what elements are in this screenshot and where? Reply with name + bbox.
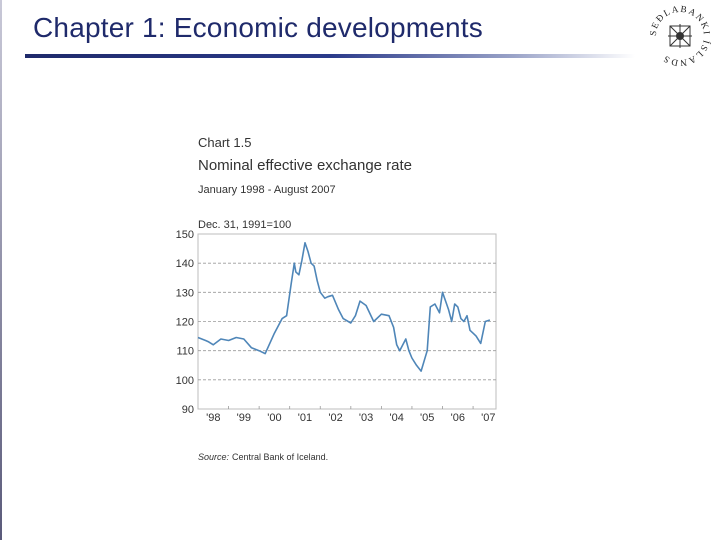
x-tick-03: '03 <box>359 412 373 424</box>
series-line-exchange-rate <box>197 242 491 372</box>
slide-left-edge <box>0 0 2 540</box>
slide-title: Chapter 1: Economic developments <box>33 12 483 43</box>
x-tick-00: '00 <box>267 412 281 424</box>
x-tick-labels: '98 '99 '00 '01 '02 '03 '04 '05 '06 '07 <box>206 406 496 424</box>
x-tick-99: '99 <box>237 412 251 424</box>
x-tick-01: '01 <box>298 412 312 424</box>
y-tick-140: 140 <box>176 258 194 270</box>
source-label: Source: <box>198 452 230 462</box>
title-underline <box>25 54 635 58</box>
y-tick-130: 130 <box>176 287 194 299</box>
x-tick-02: '02 <box>328 412 342 424</box>
chart-subtitle: January 1998 - August 2007 <box>198 184 336 196</box>
y-tick-120: 120 <box>176 317 194 329</box>
y-tick-150: 150 <box>176 229 194 241</box>
y-tick-90: 90 <box>182 404 194 416</box>
chart-number: Chart 1.5 <box>198 135 251 150</box>
x-tick-98: '98 <box>206 412 220 424</box>
y-tick-110: 110 <box>176 346 194 358</box>
x-tick-06: '06 <box>451 412 465 424</box>
x-tick-05: '05 <box>420 412 434 424</box>
central-bank-logo: SEÐLABANKI ÍSLANDS <box>648 4 710 68</box>
x-tick-04: '04 <box>389 412 403 424</box>
x-tick-07: '07 <box>481 412 495 424</box>
chart-source: Source: Central Bank of Iceland. <box>198 452 328 462</box>
y-tick-100: 100 <box>176 375 194 387</box>
y-axis-label: Dec. 31, 1991=100 <box>198 219 291 231</box>
y-tick-labels: 150 140 130 120 110 100 90 <box>176 229 194 416</box>
source-text: Central Bank of Iceland. <box>232 452 328 462</box>
chart-title: Nominal effective exchange rate <box>198 157 412 174</box>
